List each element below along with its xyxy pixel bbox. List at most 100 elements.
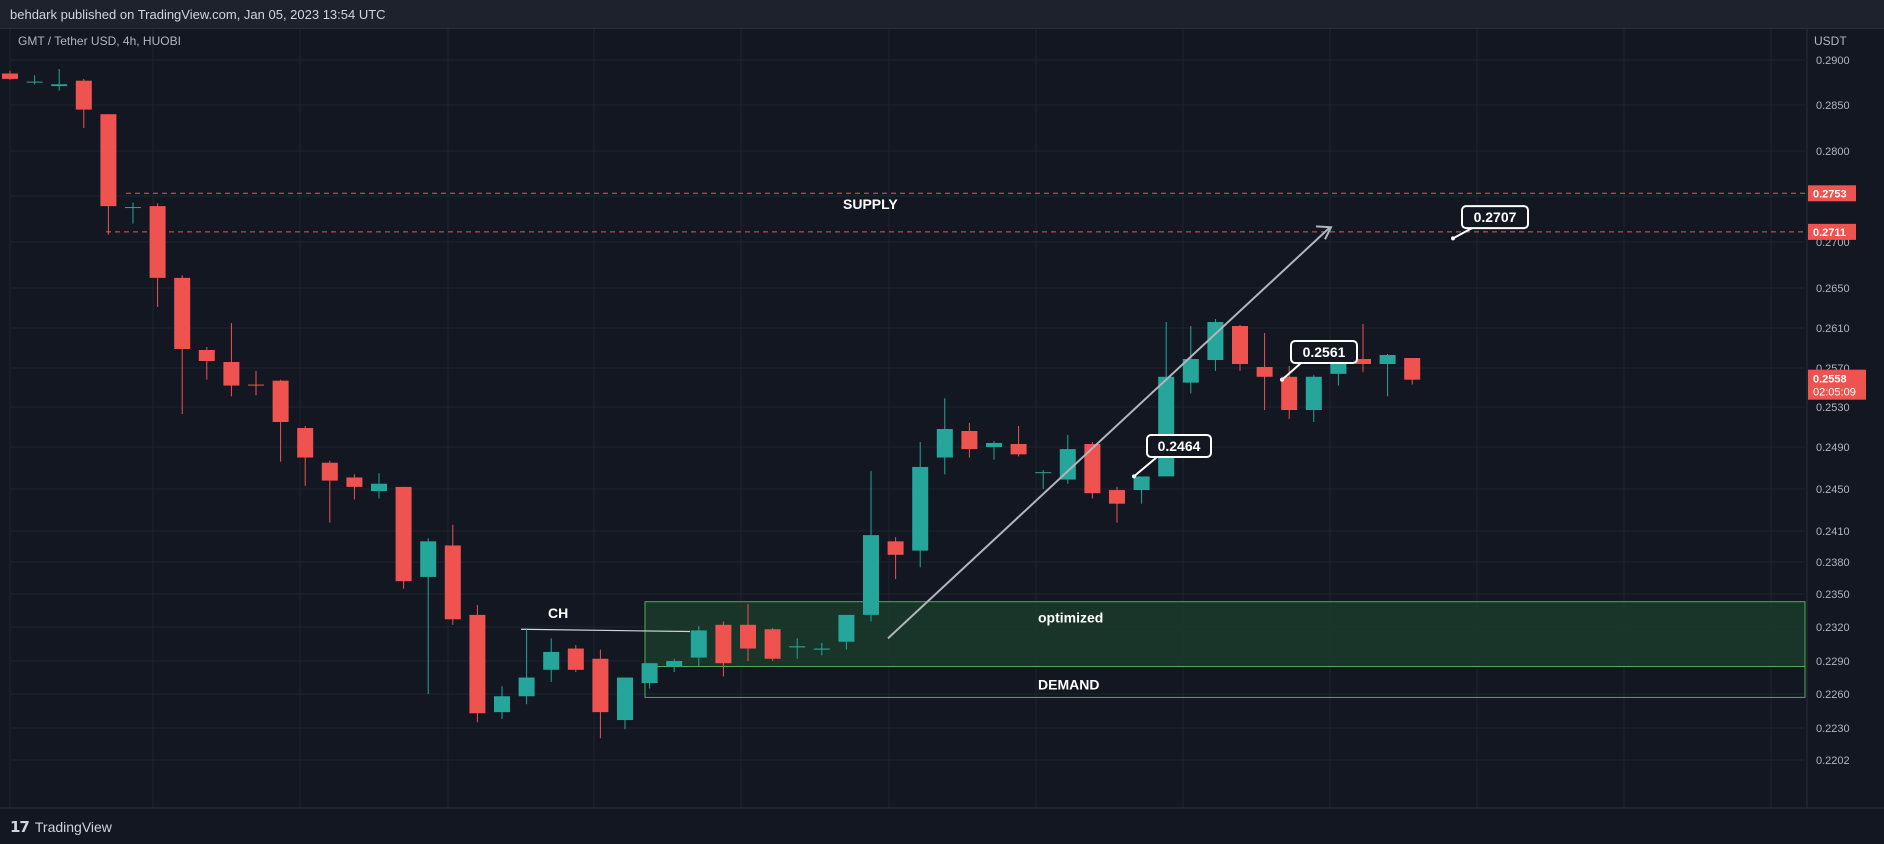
current-price-box (1808, 369, 1866, 400)
supply-label: SUPPLY (843, 196, 898, 212)
footer-bar: 𝟭𝟳 TradingView (0, 812, 1884, 844)
candle-body (469, 614, 486, 714)
tradingview-logo[interactable]: 𝟭𝟳 TradingView (10, 818, 112, 836)
level-tag-text: 0.2711 (1813, 227, 1846, 239)
candle-body (223, 362, 240, 386)
ch-line (520, 628, 691, 633)
publisher-bar: behdark published on TradingView.com, Ja… (0, 0, 1884, 29)
price-tick-label: 0.2650 (1816, 283, 1850, 295)
candle-body (198, 350, 215, 361)
candle-body (1281, 376, 1298, 410)
candle-body (2, 73, 18, 79)
candle-body (51, 84, 68, 87)
candle-body (100, 114, 117, 207)
candle-body (444, 545, 461, 620)
candle-body (666, 661, 683, 667)
chart-title: GMT / Tether USD, 4h, HUOBI (18, 34, 181, 48)
publisher-line: behdark published on TradingView.com, Ja… (10, 7, 386, 22)
callout-low-pointer (1133, 456, 1158, 478)
callout-target-box (1461, 205, 1529, 230)
candle-body (125, 207, 141, 209)
candle-body (961, 431, 978, 450)
candle-body (1035, 472, 1052, 474)
candle-body (912, 466, 929, 551)
price-tick-label: 0.2290 (1816, 656, 1850, 668)
callout-low-text: 0.2464 (1158, 438, 1201, 454)
callout-low-box (1146, 434, 1212, 458)
candle-body (567, 648, 584, 670)
candle-body (1109, 490, 1125, 504)
optimized-label: optimized (1038, 610, 1103, 626)
chart-background (0, 29, 1884, 812)
candle-body (494, 696, 510, 713)
candle-body (420, 541, 437, 577)
level-tag-text: 0.2753 (1813, 188, 1847, 200)
candle-body (1059, 449, 1076, 480)
candle-body (1404, 358, 1421, 380)
candle-body (1158, 376, 1175, 477)
price-tick-label: 0.2530 (1816, 402, 1850, 414)
price-tick-label: 0.2900 (1816, 55, 1850, 67)
candle-body (1305, 376, 1322, 410)
current-price-countdown: 02:05:09 (1813, 387, 1856, 399)
candle-body (1256, 367, 1273, 377)
candle-body (543, 651, 560, 670)
candle-body (617, 677, 633, 721)
candle-body (887, 541, 904, 555)
candle-body (764, 629, 781, 659)
level-tag-box (1808, 223, 1856, 240)
callout-mid-pointer (1281, 362, 1302, 381)
tradingview-logo-text: TradingView (34, 819, 112, 835)
candle-body (813, 648, 830, 650)
level-tag-box (1808, 185, 1856, 202)
price-tick-label: 0.2410 (1816, 526, 1850, 538)
candle-body (863, 535, 879, 615)
callout-target-dot (1451, 236, 1455, 241)
callout-mid-box (1290, 340, 1358, 364)
candle-body (272, 380, 289, 422)
price-tick-label: 0.2320 (1816, 622, 1850, 634)
candle-body (1232, 326, 1248, 364)
price-tick-label: 0.2850 (1816, 100, 1850, 112)
callout-target-text: 0.2707 (1474, 209, 1517, 225)
candle-body (26, 81, 43, 83)
callout-mid-text: 0.2561 (1303, 344, 1346, 360)
candle-body (1010, 444, 1027, 455)
price-tick-label: 0.2260 (1816, 689, 1850, 701)
candle-body (371, 483, 387, 492)
ch-label: CH (548, 605, 568, 621)
projection-arrow-line (887, 226, 1331, 640)
candle-body (149, 206, 166, 278)
price-tick-label: 0.2490 (1816, 442, 1850, 454)
demand-zone-upper (644, 601, 1806, 668)
current-price-text: 0.2558 (1813, 374, 1847, 386)
candle-body (321, 462, 338, 481)
price-chart[interactable]: SUPPLY DEMAND optimized CH 0.2707 0.2561 0.246… (0, 29, 1884, 812)
demand-label: DEMAND (1038, 677, 1099, 693)
price-tick-label: 0.2230 (1816, 723, 1850, 735)
candle-body (1379, 355, 1396, 364)
candle-body (789, 646, 806, 648)
candle-body (75, 80, 92, 110)
candle-body (936, 429, 953, 458)
candle-body (740, 624, 756, 649)
candle-body (592, 658, 609, 713)
candle-body (174, 277, 191, 349)
candle-body (1133, 476, 1150, 491)
candle-body (518, 677, 535, 697)
candle-body (1355, 359, 1371, 364)
candle-body (1084, 444, 1101, 494)
candle-body (690, 630, 707, 658)
callout-low-dot (1132, 474, 1136, 479)
candle-body (346, 477, 363, 487)
price-tick-label: 0.2700 (1816, 237, 1850, 249)
projection-arrow-head (1315, 225, 1333, 240)
candle-body (838, 614, 855, 642)
candle-body (715, 624, 732, 664)
currency-label: USDT (1814, 34, 1847, 48)
candle-body (395, 486, 412, 582)
price-tick-label: 0.2350 (1816, 589, 1850, 601)
callout-target-pointer (1452, 227, 1473, 240)
candle-body (248, 384, 264, 386)
candle-body (641, 663, 658, 683)
